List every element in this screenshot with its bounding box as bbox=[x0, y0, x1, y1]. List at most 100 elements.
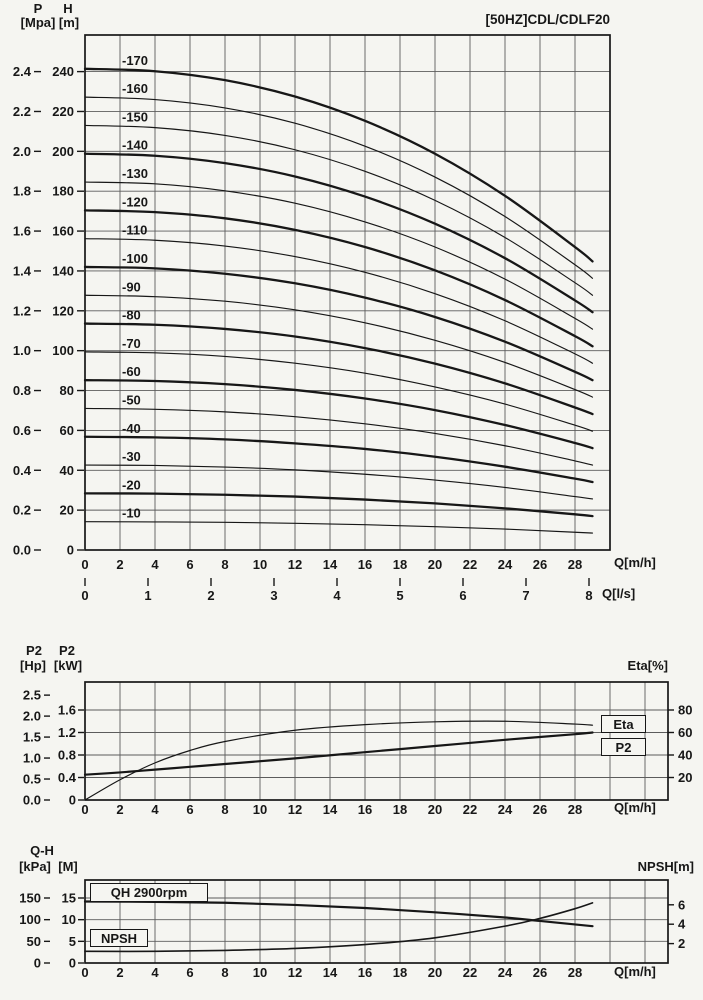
svg-text:-50: -50 bbox=[122, 392, 141, 407]
m-unit-label: [m] bbox=[58, 15, 80, 30]
svg-text:1.2: 1.2 bbox=[58, 725, 76, 740]
svg-text:3: 3 bbox=[270, 588, 277, 603]
svg-text:-150: -150 bbox=[122, 109, 148, 124]
svg-text:1: 1 bbox=[144, 588, 151, 603]
svg-text:100: 100 bbox=[19, 912, 41, 927]
svg-text:1.6: 1.6 bbox=[13, 224, 31, 239]
svg-text:80: 80 bbox=[60, 383, 74, 398]
svg-text:24: 24 bbox=[498, 965, 513, 980]
svg-text:14: 14 bbox=[323, 802, 338, 817]
svg-text:1.2: 1.2 bbox=[13, 303, 31, 318]
svg-text:1.6: 1.6 bbox=[58, 703, 76, 718]
svg-text:0.5: 0.5 bbox=[23, 772, 41, 787]
kw-unit-label: [kW] bbox=[53, 658, 83, 673]
svg-text:200: 200 bbox=[52, 144, 74, 159]
svg-text:24: 24 bbox=[498, 802, 513, 817]
flow-axis-label-main: Q[m/h] bbox=[614, 555, 656, 570]
eta-axis-title: Eta[%] bbox=[627, 658, 668, 673]
svg-text:0: 0 bbox=[69, 793, 76, 808]
svg-text:1.0: 1.0 bbox=[23, 751, 41, 766]
svg-text:0: 0 bbox=[67, 543, 74, 558]
svg-text:240: 240 bbox=[52, 64, 74, 79]
svg-text:-110: -110 bbox=[122, 223, 147, 238]
svg-text:10: 10 bbox=[253, 965, 267, 980]
svg-text:100: 100 bbox=[52, 343, 74, 358]
svg-text:2.5: 2.5 bbox=[23, 688, 41, 703]
svg-text:0: 0 bbox=[81, 588, 88, 603]
svg-text:-130: -130 bbox=[122, 166, 148, 181]
svg-text:4: 4 bbox=[678, 917, 686, 932]
svg-text:2: 2 bbox=[207, 588, 214, 603]
svg-text:5: 5 bbox=[69, 934, 76, 949]
p2-kw-axis-title: P2 bbox=[59, 643, 75, 658]
svg-text:15: 15 bbox=[62, 891, 76, 906]
svg-text:50: 50 bbox=[27, 934, 41, 949]
svg-text:20: 20 bbox=[428, 965, 442, 980]
svg-text:4: 4 bbox=[151, 965, 159, 980]
svg-text:10: 10 bbox=[253, 557, 267, 572]
m-cap-unit-label: [M] bbox=[58, 859, 78, 874]
svg-text:1.0: 1.0 bbox=[13, 343, 31, 358]
svg-text:160: 160 bbox=[52, 224, 74, 239]
svg-text:2.4: 2.4 bbox=[13, 64, 32, 79]
svg-text:20: 20 bbox=[60, 503, 74, 518]
svg-text:28: 28 bbox=[568, 802, 582, 817]
svg-text:8: 8 bbox=[585, 588, 592, 603]
svg-text:220: 220 bbox=[52, 104, 74, 119]
svg-text:18: 18 bbox=[393, 802, 407, 817]
svg-text:4: 4 bbox=[151, 802, 159, 817]
svg-text:150: 150 bbox=[19, 891, 41, 906]
svg-text:0.8: 0.8 bbox=[13, 383, 31, 398]
svg-text:1.8: 1.8 bbox=[13, 184, 31, 199]
p2-hp-axis-title: P2 bbox=[26, 643, 42, 658]
svg-text:120: 120 bbox=[52, 303, 74, 318]
svg-text:26: 26 bbox=[533, 802, 547, 817]
mpa-unit-label: [Mpa] bbox=[20, 15, 56, 30]
svg-text:16: 16 bbox=[358, 557, 372, 572]
svg-text:6: 6 bbox=[678, 897, 685, 912]
flow-axis-label-bottom: Q[m/h] bbox=[614, 964, 656, 979]
svg-text:2: 2 bbox=[678, 936, 685, 951]
svg-text:12: 12 bbox=[288, 557, 302, 572]
svg-text:12: 12 bbox=[288, 965, 302, 980]
svg-text:-90: -90 bbox=[122, 279, 141, 294]
svg-text:6: 6 bbox=[186, 965, 193, 980]
svg-text:16: 16 bbox=[358, 965, 372, 980]
qh-legend-box: QH 2900rpm bbox=[90, 883, 208, 902]
svg-text:14: 14 bbox=[323, 557, 338, 572]
svg-text:8: 8 bbox=[221, 965, 228, 980]
svg-text:26: 26 bbox=[533, 965, 547, 980]
svg-text:28: 28 bbox=[568, 557, 582, 572]
svg-text:10: 10 bbox=[62, 912, 76, 927]
svg-text:0.8: 0.8 bbox=[58, 748, 76, 763]
svg-text:4: 4 bbox=[151, 557, 159, 572]
svg-text:18: 18 bbox=[393, 557, 407, 572]
svg-text:2.0: 2.0 bbox=[13, 144, 31, 159]
svg-text:8: 8 bbox=[221, 557, 228, 572]
svg-text:20: 20 bbox=[428, 802, 442, 817]
svg-text:-30: -30 bbox=[122, 449, 141, 464]
svg-text:0: 0 bbox=[81, 965, 88, 980]
svg-text:10: 10 bbox=[253, 802, 267, 817]
svg-text:2: 2 bbox=[116, 557, 123, 572]
svg-text:8: 8 bbox=[221, 802, 228, 817]
svg-text:-70: -70 bbox=[122, 336, 141, 351]
svg-text:60: 60 bbox=[60, 423, 74, 438]
svg-text:-10: -10 bbox=[122, 506, 141, 521]
svg-text:20: 20 bbox=[678, 770, 692, 785]
svg-text:2.0: 2.0 bbox=[23, 709, 41, 724]
head-axis-title: H bbox=[63, 1, 73, 16]
svg-text:80: 80 bbox=[678, 703, 692, 718]
svg-text:-160: -160 bbox=[122, 81, 148, 96]
pressure-axis-title: P bbox=[33, 1, 43, 16]
svg-text:22: 22 bbox=[463, 802, 477, 817]
svg-text:22: 22 bbox=[463, 965, 477, 980]
svg-text:0.4: 0.4 bbox=[58, 770, 77, 785]
svg-text:6: 6 bbox=[186, 557, 193, 572]
svg-text:2: 2 bbox=[116, 802, 123, 817]
svg-text:18: 18 bbox=[393, 965, 407, 980]
svg-text:140: 140 bbox=[52, 263, 74, 278]
svg-text:0: 0 bbox=[81, 802, 88, 817]
svg-text:20: 20 bbox=[428, 557, 442, 572]
